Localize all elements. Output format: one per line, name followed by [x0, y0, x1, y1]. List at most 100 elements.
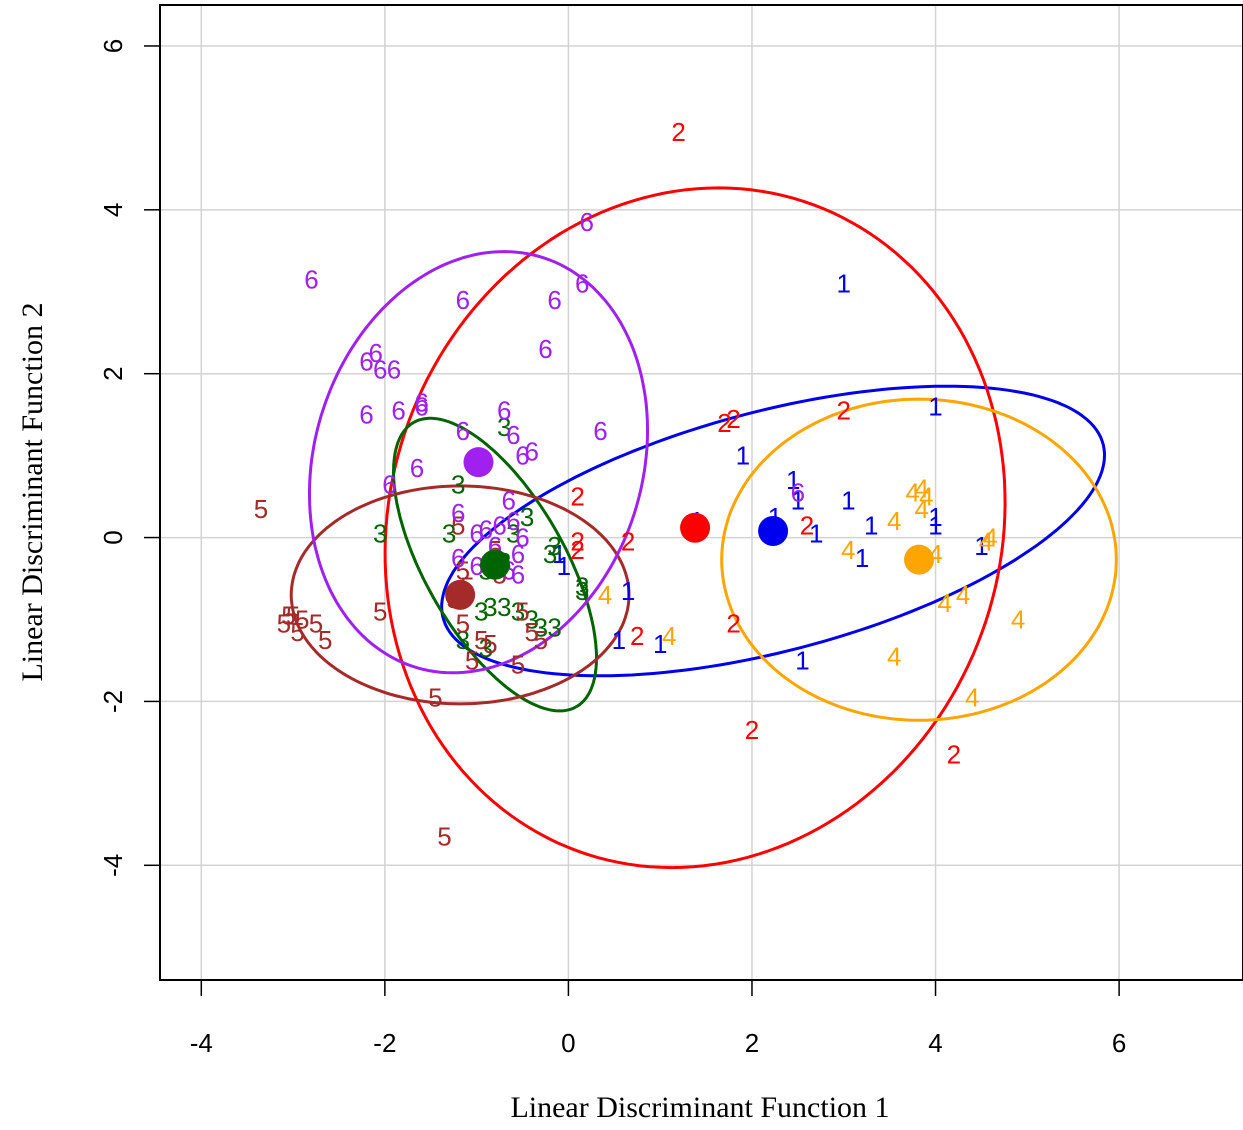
- point-group-6: 6: [479, 514, 493, 544]
- point-group-3: 3: [547, 613, 561, 643]
- point-group-5: 5: [428, 682, 442, 712]
- point-group-3: 3: [373, 518, 387, 548]
- point-group-1: 1: [791, 486, 805, 516]
- point-group-6: 6: [506, 506, 520, 536]
- point-group-3: 3: [543, 539, 557, 569]
- point-group-6: 6: [359, 346, 373, 376]
- point-group-5: 5: [456, 555, 470, 585]
- point-group-4: 4: [662, 621, 676, 651]
- point-group-6: 6: [511, 539, 525, 569]
- point-group-1: 1: [841, 486, 855, 516]
- point-group-4: 4: [598, 580, 612, 610]
- centroids: [445, 447, 935, 610]
- point-group-1: 1: [928, 502, 942, 532]
- point-group-6: 6: [497, 396, 511, 426]
- x-tick-label: 6: [1112, 1028, 1126, 1058]
- point-group-3: 3: [524, 604, 538, 634]
- y-tick-label: 2: [98, 366, 128, 380]
- point-group-6: 6: [456, 416, 470, 446]
- point-group-2: 2: [726, 404, 740, 434]
- point-group-4: 4: [905, 478, 919, 508]
- point-group-5: 5: [474, 625, 488, 655]
- point-group-6: 6: [502, 486, 516, 516]
- point-group-4: 4: [979, 527, 993, 557]
- y-tick-label: 0: [98, 530, 128, 544]
- point-group-6: 6: [515, 441, 529, 471]
- point-group-5: 5: [511, 650, 525, 680]
- point-group-4: 4: [915, 473, 929, 503]
- x-tick-label: 2: [745, 1028, 759, 1058]
- point-group-2: 2: [630, 621, 644, 651]
- point-group-5: 5: [483, 629, 497, 659]
- y-axis-title: Linear Discriminant Function 2: [16, 302, 49, 681]
- point-group-6: 6: [506, 420, 520, 450]
- point-group-1: 1: [621, 576, 635, 606]
- point-group-2: 2: [837, 396, 851, 426]
- ellipse-group-1: [440, 384, 1107, 678]
- point-group-2: 2: [570, 482, 584, 512]
- point-group-5: 5: [254, 494, 268, 524]
- point-group-6: 6: [593, 416, 607, 446]
- point-group-3: 3: [547, 531, 561, 561]
- points: 1111111111111111111122222222222223333333…: [254, 117, 1026, 852]
- point-group-3: 3: [483, 592, 497, 622]
- point-group-4: 4: [983, 523, 997, 553]
- centroid-group-5: [445, 579, 476, 610]
- point-group-5: 5: [309, 609, 323, 639]
- point-group-3: 3: [534, 613, 548, 643]
- point-group-5: 5: [318, 625, 332, 655]
- point-group-5: 5: [465, 645, 479, 675]
- point-group-2: 2: [726, 609, 740, 639]
- point-group-1: 1: [855, 543, 869, 573]
- point-group-4: 4: [841, 535, 855, 565]
- point-group-5: 5: [524, 617, 538, 647]
- point-group-1: 1: [612, 625, 626, 655]
- point-group-5: 5: [451, 510, 465, 540]
- point-group-3: 3: [497, 592, 511, 622]
- centroid-group-6: [463, 447, 494, 478]
- point-group-6: 6: [538, 334, 552, 364]
- ellipse-group-2: [383, 186, 1007, 870]
- point-group-6: 6: [524, 437, 538, 467]
- point-group-6: 6: [410, 453, 424, 483]
- point-group-5: 5: [437, 822, 451, 852]
- point-group-2: 2: [745, 715, 759, 745]
- point-group-4: 4: [1011, 604, 1025, 634]
- point-group-6: 6: [387, 355, 401, 385]
- point-group-4: 4: [887, 641, 901, 671]
- centroid-group-3: [479, 549, 510, 580]
- point-group-3: 3: [520, 502, 534, 532]
- point-group-6: 6: [373, 355, 387, 385]
- point-group-3: 3: [575, 576, 589, 606]
- centroid-group-1: [758, 516, 789, 547]
- centroid-group-4: [904, 544, 935, 575]
- point-group-6: 6: [368, 338, 382, 368]
- point-group-6: 6: [791, 478, 805, 508]
- x-tick-label: -2: [373, 1028, 396, 1058]
- point-group-6: 6: [580, 207, 594, 237]
- ellipse-group-6: [308, 250, 649, 675]
- point-group-2: 2: [717, 408, 731, 438]
- point-group-2: 2: [621, 527, 635, 557]
- ellipse-group-3: [391, 416, 599, 713]
- point-group-5: 5: [286, 600, 300, 630]
- point-group-4: 4: [919, 482, 933, 512]
- point-group-6: 6: [515, 523, 529, 553]
- y-tick-label: -2: [98, 690, 128, 713]
- point-group-6: 6: [511, 559, 525, 589]
- x-tick-label: -4: [190, 1028, 213, 1058]
- point-group-1: 1: [736, 441, 750, 471]
- point-group-5: 5: [373, 596, 387, 626]
- y-tick-label: -4: [98, 854, 128, 877]
- point-group-5: 5: [281, 600, 295, 630]
- point-group-5: 5: [534, 625, 548, 655]
- point-group-3: 3: [497, 412, 511, 442]
- centroid-group-2: [680, 512, 711, 543]
- plot-frame: [159, 4, 1243, 981]
- x-tick-label: 4: [928, 1028, 942, 1058]
- x-axis-title: Linear Discriminant Function 1: [510, 1091, 889, 1124]
- point-group-4: 4: [937, 588, 951, 618]
- point-group-6: 6: [451, 498, 465, 528]
- point-group-3: 3: [506, 518, 520, 548]
- point-group-6: 6: [492, 510, 506, 540]
